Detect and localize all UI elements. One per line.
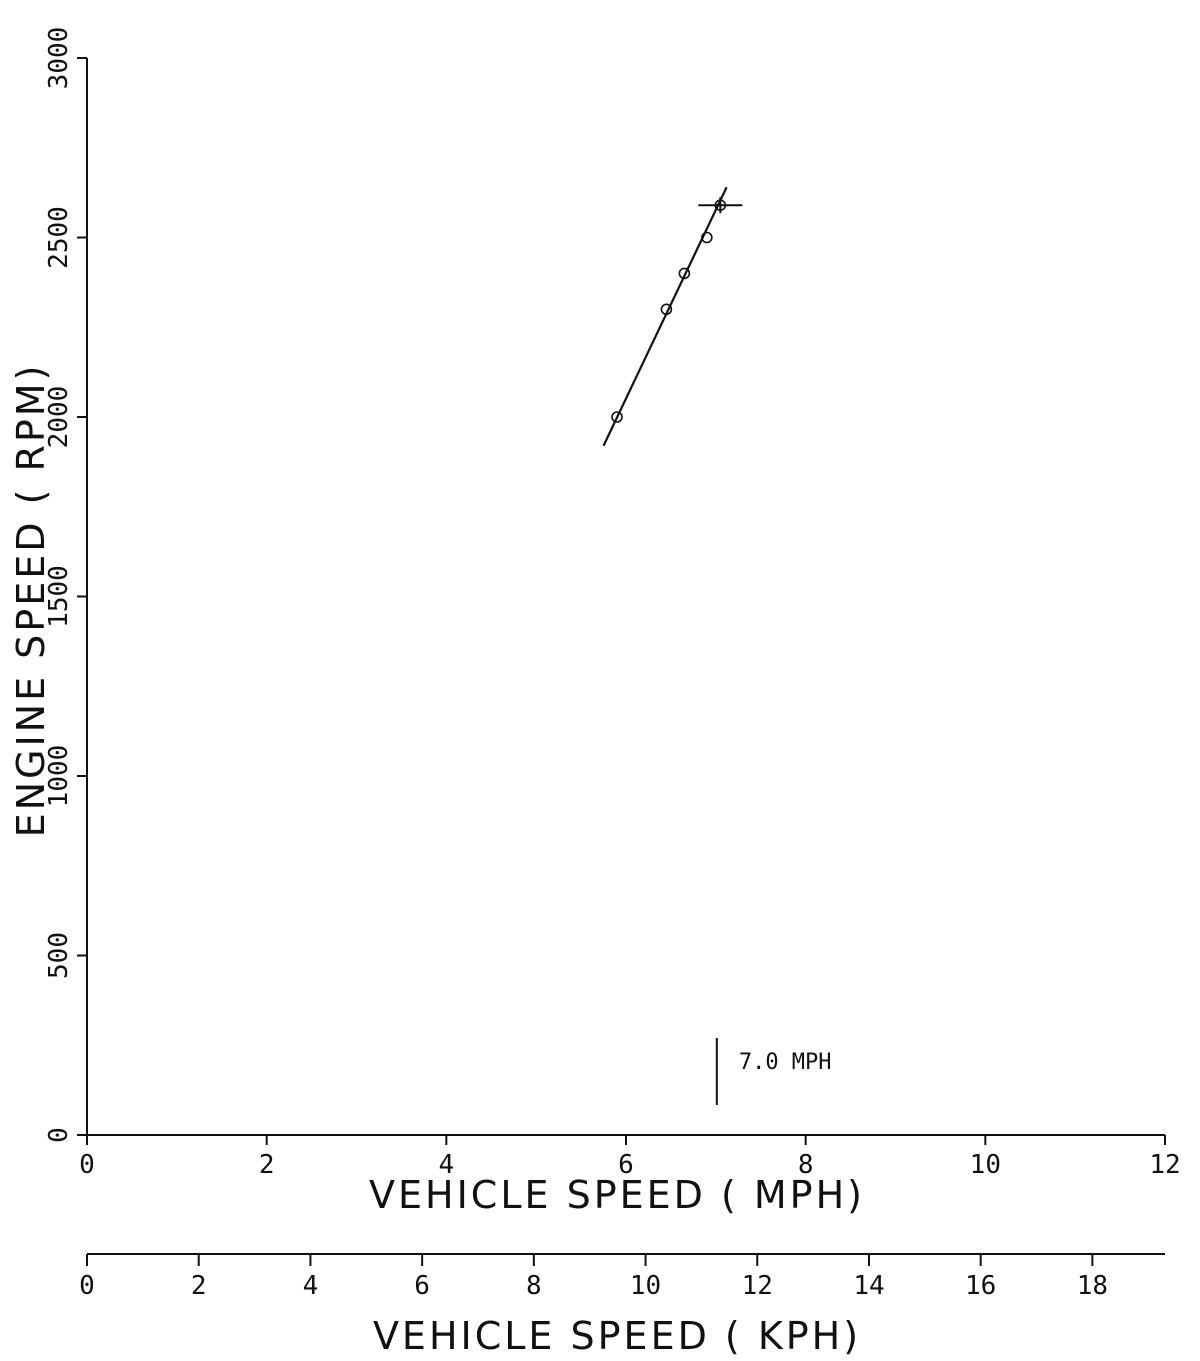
data-point-1 (660, 303, 673, 316)
x-secondary-tick-label-2: 2 (191, 1271, 207, 1301)
x-secondary-tick-label-16: 16 (965, 1271, 996, 1301)
x-tick-label-2: 2 (259, 1150, 275, 1180)
data-points (611, 199, 727, 423)
data-point-4 (714, 199, 727, 211)
axes (86, 58, 1165, 1255)
fit-line-group (602, 186, 743, 447)
x-secondary-tick-label-0: 0 (79, 1271, 95, 1301)
x-tick-label-6: 6 (618, 1150, 634, 1180)
x-secondary-axis-title: VEHICLE SPEED ( KPH) (373, 1314, 861, 1358)
x-ticks: 0 2 4 6 8 10 12 (79, 1135, 1181, 1180)
y-tick-label-500: 500 (44, 932, 74, 979)
x-secondary-ticks: 0 2 4 6 8 10 12 14 16 18 (79, 1254, 1108, 1301)
data-point-0 (611, 411, 623, 423)
x-secondary-tick-label-14: 14 (853, 1271, 884, 1301)
x-secondary-tick-label-6: 6 (414, 1271, 430, 1301)
data-point-3 (701, 231, 713, 244)
y-tick-label-2500: 2500 (44, 206, 74, 269)
fit-line (602, 186, 728, 447)
x-axis-title: VEHICLE SPEED ( MPH) (369, 1173, 865, 1217)
annotation-label: 7.0 MPH (739, 1050, 832, 1075)
x-secondary-tick-label-12: 12 (742, 1271, 773, 1301)
y-tick-label-1000: 1000 (44, 745, 74, 808)
x-tick-label-10: 10 (970, 1150, 1001, 1180)
y-tick-label-2000: 2000 (44, 386, 74, 449)
x-secondary-tick-label-8: 8 (526, 1271, 542, 1301)
x-secondary-tick-label-10: 10 (630, 1271, 661, 1301)
y-tick-label-0: 0 (44, 1127, 74, 1143)
x-tick-label-12: 12 (1149, 1150, 1180, 1180)
x-tick-label-8: 8 (798, 1150, 814, 1180)
y-axis-title: ENGINE SPEED ( RPM) (9, 363, 53, 838)
annotation-group: 7.0 MPH (715, 1038, 832, 1105)
x-secondary-tick-label-4: 4 (303, 1271, 319, 1301)
x-tick-label-0: 0 (79, 1150, 95, 1180)
x-tick-label-4: 4 (439, 1150, 455, 1180)
y-tick-label-1500: 1500 (44, 565, 74, 628)
y-tick-label-3000: 3000 (44, 27, 74, 90)
x-secondary-tick-label-18: 18 (1077, 1271, 1108, 1301)
y-ticks: 0 500 1000 1500 2000 2500 3000 (44, 27, 87, 1143)
data-point-2 (678, 267, 691, 280)
